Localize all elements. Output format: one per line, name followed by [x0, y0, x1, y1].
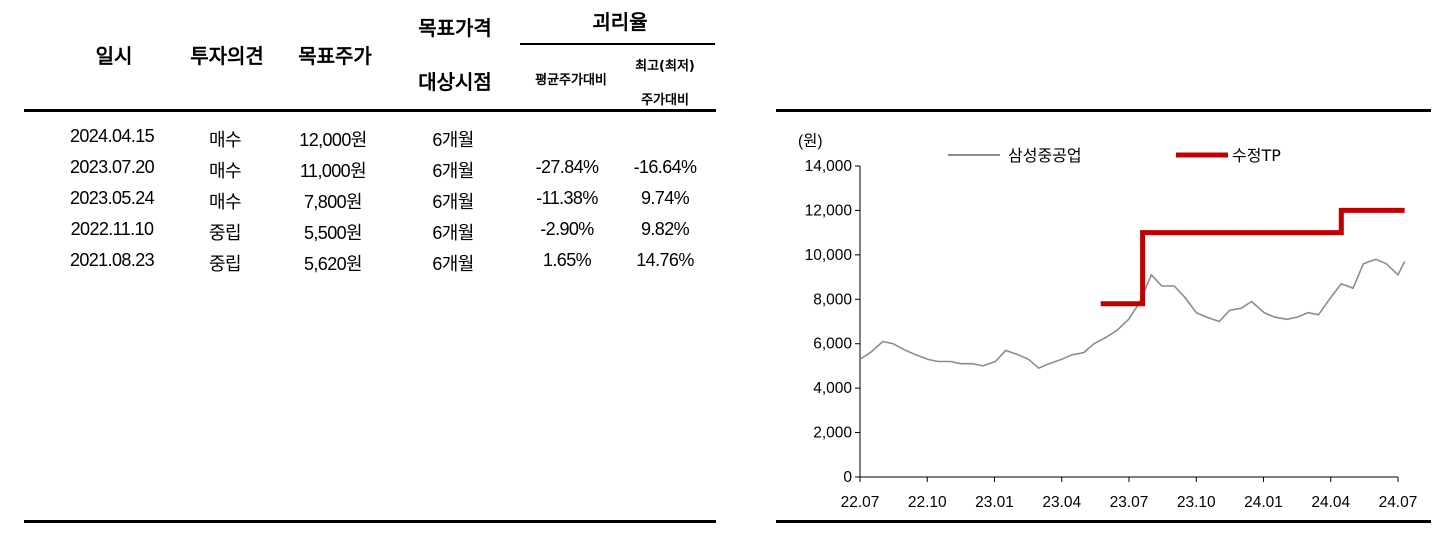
- header-gap: 괴리율: [592, 10, 648, 34]
- cell-gap-max: -16.64%: [633, 157, 697, 177]
- header-target-price: 목표주가: [298, 44, 372, 68]
- cell-opinion: 매수: [209, 161, 242, 181]
- cell-gap-average: -27.84%: [535, 157, 599, 177]
- cell-date: 2021.08.23: [69, 250, 155, 270]
- y-tick-label: 6,000: [813, 336, 852, 353]
- x-axis-ticks: 22.07 22.10 23.01 23.04 23.07 23.10 24.01 24.04…: [841, 477, 1418, 511]
- cell-opinion: 중립: [209, 223, 242, 243]
- header-gap-max-1: 최고(최저): [635, 59, 695, 74]
- header-date: 일시: [95, 44, 133, 68]
- legend-label-stock: 삼성중공업: [1008, 146, 1082, 165]
- x-tick-label: 23.10: [1177, 494, 1216, 511]
- x-tick-label: 22.07: [841, 494, 880, 511]
- x-tick-label: 24.07: [1379, 494, 1418, 511]
- cell-opinion: 매수: [209, 192, 242, 212]
- header-horizon-2: 대상시점: [418, 70, 492, 94]
- table-bottom-rule: [24, 520, 716, 523]
- chart-bottom-rule: [776, 520, 1431, 523]
- cell-gap-max: 9.82%: [640, 219, 690, 239]
- x-tick-label: 24.01: [1244, 494, 1283, 511]
- y-tick-label: 2,000: [813, 425, 852, 442]
- y-unit-label: (원): [798, 132, 823, 150]
- cell-target-price: 11,000원: [299, 161, 367, 181]
- cell-horizon: 6개월: [432, 254, 474, 274]
- cell-horizon: 6개월: [432, 161, 474, 181]
- cell-date: 2022.11.10: [70, 219, 154, 239]
- table-top-rule: [24, 109, 716, 112]
- cell-gap-max: 9.74%: [640, 188, 690, 208]
- cell-date: 2023.05.24: [69, 188, 155, 208]
- cell-date: 2024.04.15: [69, 126, 155, 146]
- y-tick-label: 0: [843, 469, 852, 486]
- cell-gap-average: -2.90%: [540, 219, 594, 239]
- x-tick-label: 23.01: [975, 494, 1014, 511]
- cell-target-price: 12,000원: [299, 130, 367, 150]
- cell-opinion: 매수: [209, 130, 242, 150]
- y-tick-label: 8,000: [813, 291, 852, 308]
- y-axis-ticks: 0 2,000 4,000 6,000 8,000 10,000 12,000 14,000: [805, 158, 860, 486]
- y-tick-label: 12,000: [805, 202, 853, 219]
- cell-horizon: 6개월: [432, 223, 474, 243]
- cell-gap-average: 1.65%: [542, 250, 592, 270]
- x-tick-label: 23.04: [1042, 494, 1081, 511]
- chart-legend: 삼성중공업 수정TP: [948, 146, 1281, 165]
- series-line-target-price: [1100, 207, 1405, 307]
- y-tick-label: 14,000: [805, 158, 853, 175]
- header-gap-max-2: 주가대비: [641, 93, 689, 108]
- cell-opinion: 중립: [209, 254, 242, 274]
- cell-date: 2023.07.20: [69, 157, 155, 177]
- cell-target-price: 7,800원: [303, 192, 363, 212]
- series-line-stock-price: [859, 258, 1406, 369]
- cell-horizon: 6개월: [432, 130, 474, 150]
- cell-target-price: 5,500원: [303, 223, 363, 243]
- cell-horizon: 6개월: [432, 192, 474, 212]
- header-opinion: 투자의견: [190, 44, 264, 68]
- cell-gap-max: 14.76%: [636, 250, 694, 270]
- x-tick-label: 23.07: [1110, 494, 1149, 511]
- header-gap-average: 평균주가대비: [535, 73, 607, 88]
- cell-gap-average: -11.38%: [536, 188, 598, 208]
- header-gap-underline: [520, 43, 715, 45]
- y-tick-label: 4,000: [813, 380, 852, 397]
- x-tick-label: 24.04: [1311, 494, 1350, 511]
- header-horizon-1: 목표가격: [418, 16, 492, 40]
- chart-top-rule: [776, 109, 1431, 112]
- x-tick-label: 22.10: [908, 494, 947, 511]
- price-chart: (원) 삼성중공업 수정TP 0 2,000 4,000 6,000 8,000 10,0…: [798, 132, 1418, 511]
- y-tick-label: 10,000: [805, 247, 853, 264]
- cell-target-price: 5,620원: [303, 254, 363, 274]
- legend-label-tp: 수정TP: [1232, 146, 1281, 165]
- chart-series: [859, 207, 1406, 369]
